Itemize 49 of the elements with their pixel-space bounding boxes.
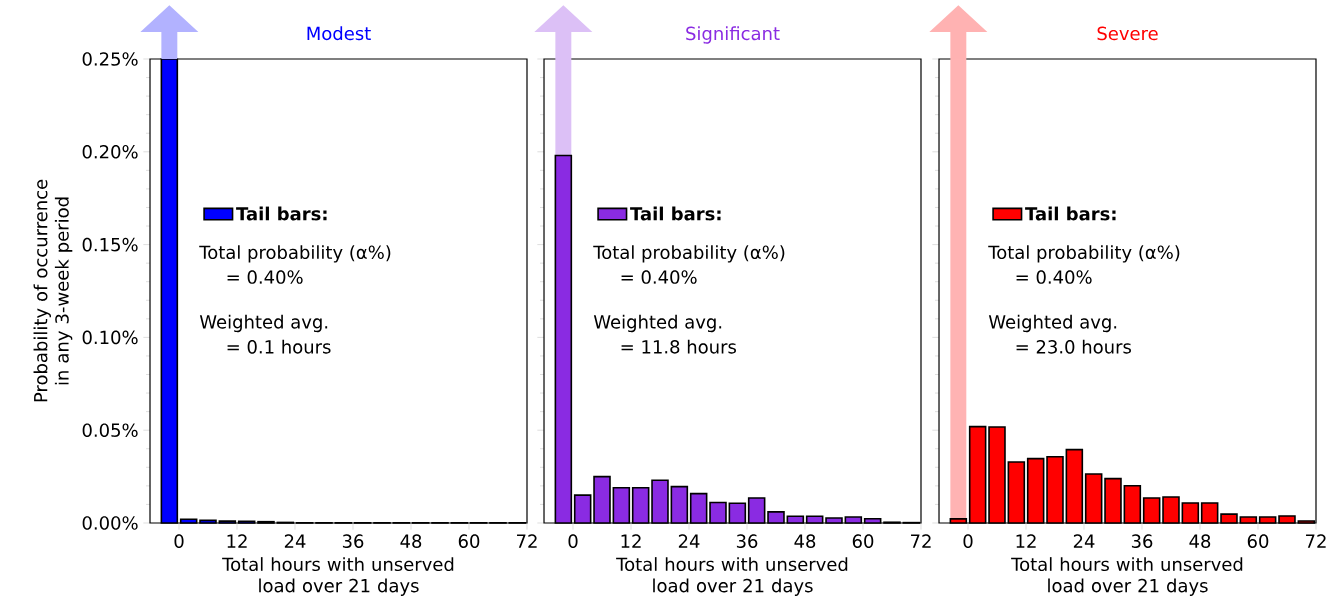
x-tick-label: 12 bbox=[1016, 534, 1036, 548]
x-tick-label: 0 bbox=[963, 534, 973, 548]
annotation: Weighted avg. bbox=[593, 314, 722, 333]
annotation: = 23.0 hours bbox=[1016, 339, 1131, 354]
x-tick-label: 24 bbox=[1073, 534, 1095, 548]
x-tick-label: 36 bbox=[342, 534, 364, 548]
legend-label: Tail bars: bbox=[1025, 206, 1116, 221]
x-tick-label: 60 bbox=[458, 534, 480, 548]
x-axis-title: Total hours with unserved load over 21 days bbox=[222, 557, 454, 596]
chart-title: Significant bbox=[686, 26, 780, 44]
x-tick-label: 60 bbox=[852, 534, 874, 548]
x-axis-title: Total hours with unserved load over 21 days bbox=[1011, 557, 1243, 596]
x-tick-label: 36 bbox=[1131, 534, 1153, 548]
x-tick-label: 24 bbox=[678, 534, 700, 548]
x-axis-title: Total hours with unserved load over 21 days bbox=[616, 557, 848, 596]
annotation: Total probability (α%) bbox=[988, 245, 1180, 263]
annotation: = 0.40% bbox=[1016, 270, 1092, 284]
annotation: = 0.40% bbox=[621, 270, 697, 284]
annotation: Weighted avg. bbox=[988, 314, 1117, 333]
x-tick-label: 24 bbox=[284, 534, 306, 548]
y-tick-label: 0.20% bbox=[82, 144, 138, 159]
y-tick-label: 0.05% bbox=[82, 423, 138, 437]
x-tick-label: 48 bbox=[400, 534, 422, 548]
annotation: = 11.8 hours bbox=[621, 339, 736, 354]
annotation: Total probability (α%) bbox=[593, 245, 785, 263]
x-tick-label: 72 bbox=[1306, 534, 1326, 548]
legend-label: Tail bars: bbox=[630, 206, 721, 221]
x-tick-label: 48 bbox=[794, 534, 816, 548]
x-tick-label: 48 bbox=[1189, 534, 1211, 548]
y-tick-label: 0.25% bbox=[82, 52, 138, 66]
y-tick-label: 0.00% bbox=[82, 516, 138, 530]
x-tick-label: 0 bbox=[174, 534, 184, 548]
annotation: Total probability (α%) bbox=[199, 245, 391, 263]
x-tick-label: 12 bbox=[621, 534, 641, 548]
x-tick-label: 72 bbox=[911, 534, 931, 548]
annotation: = 0.1 hours bbox=[227, 339, 331, 354]
x-tick-label: 0 bbox=[568, 534, 578, 548]
y-tick-label: 0.15% bbox=[82, 237, 138, 252]
y-axis-title: Probability of occurrence in any 3-week period bbox=[33, 179, 73, 402]
chart-title: Modest bbox=[307, 26, 371, 41]
x-tick-label: 72 bbox=[517, 534, 537, 548]
annotation: = 0.40% bbox=[227, 270, 303, 284]
annotation: Weighted avg. bbox=[199, 314, 328, 333]
y-tick-label: 0.10% bbox=[82, 330, 138, 345]
x-tick-label: 60 bbox=[1247, 534, 1269, 548]
x-tick-label: 12 bbox=[227, 534, 247, 548]
chart-title: Severe bbox=[1097, 26, 1158, 41]
legend-label: Tail bars: bbox=[236, 206, 327, 221]
x-tick-label: 36 bbox=[736, 534, 758, 548]
